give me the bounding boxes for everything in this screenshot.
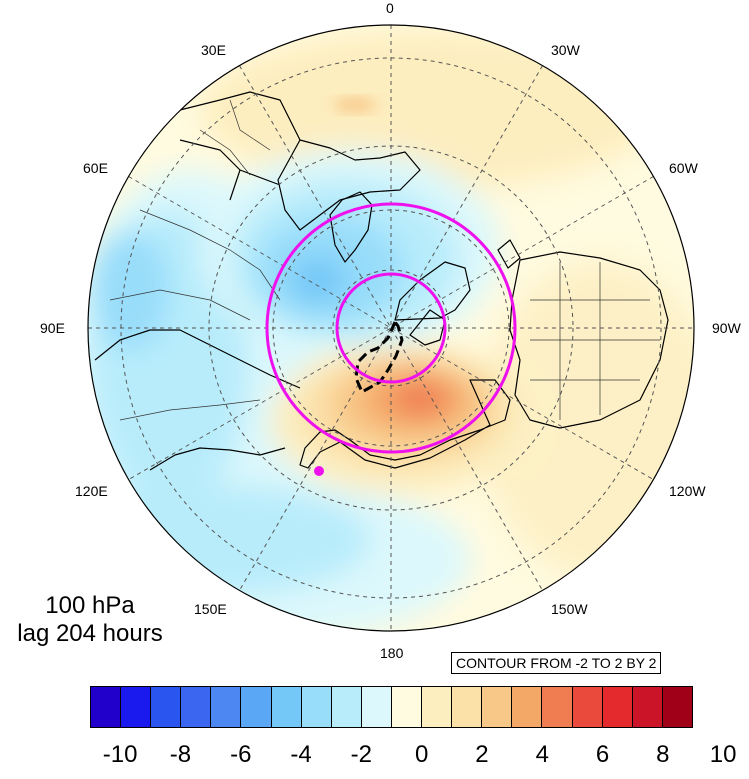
- colorbar-cell: [301, 687, 332, 727]
- outer-magenta-ring: [265, 202, 517, 454]
- contour-interval-note: CONTOUR FROM -2 TO 2 BY 2: [451, 652, 662, 674]
- lon-label-30w: 30W: [551, 42, 580, 58]
- colorbar-cell: [512, 687, 543, 727]
- colorbar-cell: [482, 687, 513, 727]
- colorbar-cell: [331, 687, 362, 727]
- level-lag-caption: 100 hPa lag 204 hours: [0, 592, 180, 648]
- pressure-level-text: 100 hPa: [45, 592, 135, 619]
- colorbar-cell: [151, 687, 182, 727]
- lon-label-120e: 120E: [75, 483, 108, 499]
- colorbar-tick-label: 6: [595, 741, 610, 768]
- colorbar-cell: [572, 687, 603, 727]
- colorbar-cell: [361, 687, 392, 727]
- colorbar-cell: [271, 687, 302, 727]
- colorbar-tick-label: 2: [475, 741, 489, 768]
- colorbar-tick-label: 4: [535, 741, 549, 768]
- colorbar-tick-label: 8: [656, 741, 670, 768]
- colorbar-tick-labels: -10 -8 -6 -4 -2 0 2 4 6 8 10: [90, 740, 737, 776]
- location-marker: [314, 466, 324, 476]
- lon-label-60e: 60E: [83, 160, 108, 176]
- colorbar-tick-label: -6: [230, 741, 252, 768]
- lon-label-60w: 60W: [669, 160, 698, 176]
- colorbar-tick-label: 0: [414, 741, 429, 768]
- colorbar-cell: [91, 687, 122, 727]
- lon-label-150e: 150E: [194, 601, 227, 617]
- colorbar-cell: [422, 687, 453, 727]
- lon-label-120w: 120W: [669, 483, 706, 499]
- graticule: [88, 25, 694, 631]
- country-borders: [109, 99, 660, 421]
- colorbar-cell: [241, 687, 272, 727]
- colorbar: [90, 686, 693, 728]
- lon-label-0: 0: [386, 0, 394, 16]
- colorbar-cell: [662, 687, 692, 727]
- colorbar-tick-label: -4: [290, 741, 312, 768]
- colorbar-cell: [452, 687, 483, 727]
- colorbar-tick-label: -8: [169, 741, 192, 768]
- colorbar-tick-label: 10: [709, 741, 737, 768]
- colorbar-cell: [391, 687, 423, 727]
- colorbar-cell: [211, 687, 242, 727]
- colorbar-cell: [121, 687, 152, 727]
- map-boundary: [87, 24, 695, 632]
- inner-magenta-ring: [335, 272, 447, 384]
- lon-label-150w: 150W: [551, 601, 588, 617]
- lon-label-180: 180: [380, 645, 404, 661]
- colorbar-tick-label: -2: [350, 741, 373, 768]
- colorbar-cell: [181, 687, 212, 727]
- lag-text: lag 204 hours: [17, 620, 163, 647]
- dashed-contour-line: [354, 319, 404, 395]
- colorbar-cell: [542, 687, 573, 727]
- lon-label-90w: 90W: [712, 320, 741, 336]
- colorbar-cell: [602, 687, 633, 727]
- colorbar-cell: [632, 687, 663, 727]
- colorbar-tick-label: -10: [102, 741, 138, 768]
- lon-label-90e: 90E: [40, 320, 65, 336]
- lon-label-30e: 30E: [201, 42, 226, 58]
